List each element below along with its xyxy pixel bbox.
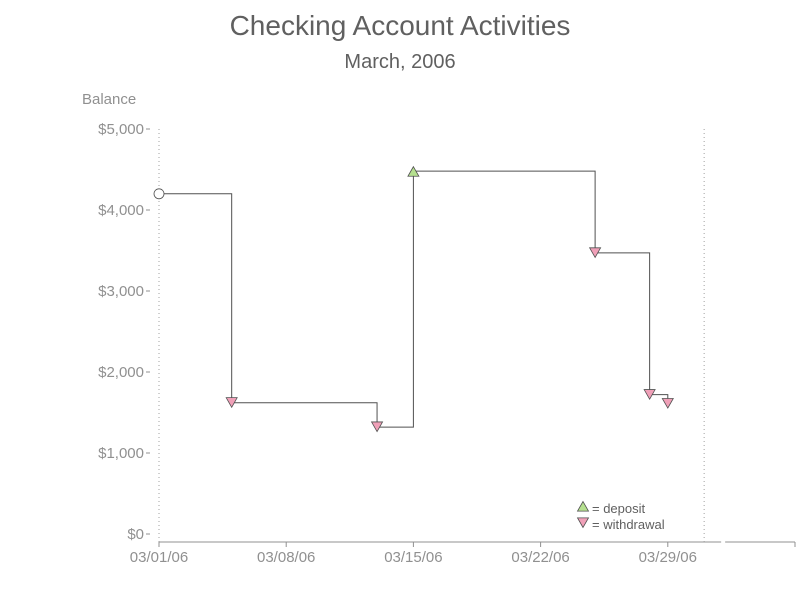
legend-deposit-icon xyxy=(576,500,590,512)
y-tick-label: $1,000 xyxy=(98,445,144,462)
legend-withdrawal-icon xyxy=(576,517,590,529)
y-tick-label: $5,000 xyxy=(98,121,144,138)
withdrawal-marker xyxy=(370,421,384,433)
y-tick-label: $0 xyxy=(127,526,144,543)
legend-deposit-label: = deposit xyxy=(592,501,646,516)
x-tick-label: 03/15/06 xyxy=(384,549,442,566)
y-axis-label: Balance xyxy=(82,91,136,108)
x-tick-label: 03/08/06 xyxy=(257,549,315,566)
y-tick-label: $4,000 xyxy=(98,202,144,219)
withdrawal-marker xyxy=(225,397,238,409)
withdrawal-marker xyxy=(643,389,656,400)
start-balance-marker xyxy=(153,188,165,200)
chart-subtitle: March, 2006 xyxy=(344,51,455,73)
reference-lines xyxy=(158,129,705,542)
legend: = deposit= withdrawal xyxy=(576,500,665,532)
withdrawal-marker xyxy=(588,247,602,259)
x-tick-label: 03/01/06 xyxy=(130,549,188,566)
transaction-markers xyxy=(153,165,674,433)
x-tick-label: 03/29/06 xyxy=(639,549,697,566)
y-tick-label: $2,000 xyxy=(98,364,144,381)
withdrawal-marker xyxy=(661,398,674,409)
legend-withdrawal-label: = withdrawal xyxy=(592,517,665,532)
balance-line xyxy=(159,170,669,428)
y-tick-label: $3,000 xyxy=(98,283,144,300)
chart-title: Checking Account Activities xyxy=(230,10,571,41)
axes: $0 $1,000 $2,000 $3,000 $4,000 $5,000 03/01/06… xyxy=(98,121,796,566)
x-tick-label: 03/22/06 xyxy=(511,549,569,566)
balance-step-line xyxy=(159,170,669,428)
deposit-marker xyxy=(407,165,420,177)
